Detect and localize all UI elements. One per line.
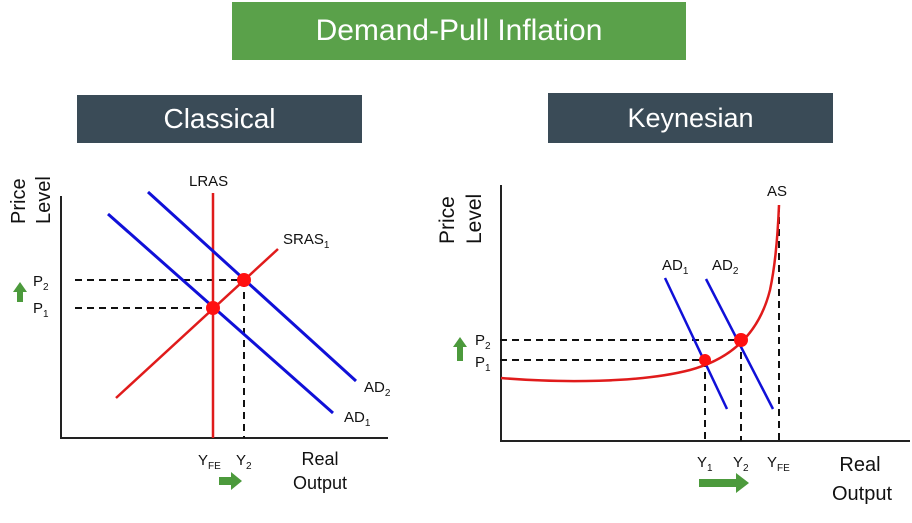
keynesian-equilibrium-2 — [734, 333, 748, 347]
classical-y-axis-label-line2: Level — [33, 176, 55, 224]
classical-price-up-arrow — [13, 282, 27, 302]
classical-x-axis-label-line1: Real — [301, 449, 338, 469]
keynesian-output-right-arrow — [699, 473, 749, 493]
keynesian-x-axis-label-line1: Real — [839, 454, 880, 476]
keynesian-y1-label: Y1 — [697, 454, 713, 474]
keynesian-price-up-arrow — [453, 337, 467, 361]
classical-header: Classical — [77, 95, 362, 143]
classical-yfe-label: YFE — [198, 452, 221, 472]
classical-lras-label: LRAS — [189, 173, 228, 190]
classical-diagram: Price Level Real Output LRAS SRAS1 AD2 A… — [8, 173, 391, 493]
keynesian-y-axis-label-line2: Level — [463, 194, 486, 244]
classical-y-axis-label-line1: Price — [8, 178, 30, 224]
classical-ad1-curve — [107, 212, 334, 415]
classical-y2-label: Y2 — [236, 452, 252, 472]
keynesian-p1-label: P1 — [475, 354, 491, 374]
keynesian-p2-label: P2 — [475, 332, 491, 352]
keynesian-y2-label: Y2 — [733, 454, 749, 474]
classical-ad1-label: AD1 — [344, 409, 371, 429]
classical-x-axis-label-line2: Output — [293, 473, 347, 493]
page-title: Demand-Pull Inflation — [232, 2, 686, 60]
classical-equilibrium-2 — [237, 273, 251, 287]
keynesian-diagram: Price Level Real Output AS AD1 AD2 P2 P1… — [436, 183, 910, 505]
keynesian-x-axis-label-line2: Output — [832, 483, 892, 505]
classical-sras-curve — [115, 248, 279, 399]
classical-ad2-label: AD2 — [364, 379, 391, 399]
classical-equilibrium-1 — [206, 301, 220, 315]
classical-output-right-arrow — [219, 472, 242, 490]
keynesian-ad1-curve — [663, 277, 729, 410]
classical-ad2-curve — [146, 190, 358, 383]
keynesian-yfe-label: YFE — [767, 454, 790, 474]
keynesian-y-axis-label-line1: Price — [436, 196, 459, 244]
classical-p1-label: P1 — [33, 300, 49, 320]
classical-sras-label: SRAS1 — [283, 231, 330, 251]
classical-p2-label: P2 — [33, 273, 49, 293]
keynesian-header: Keynesian — [548, 93, 833, 143]
keynesian-as-label: AS — [767, 183, 787, 200]
keynesian-equilibrium-1 — [699, 354, 711, 366]
keynesian-ad1-label: AD1 — [662, 257, 689, 277]
keynesian-ad2-label: AD2 — [712, 257, 739, 277]
keynesian-as-curve — [500, 204, 781, 383]
